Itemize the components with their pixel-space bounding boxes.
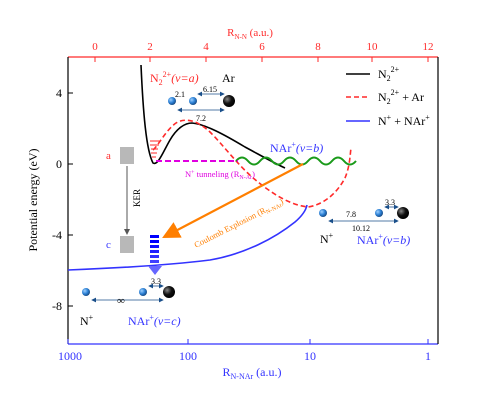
top-axis-label: RN-N (a.u.) (227, 27, 273, 41)
legend-item: N+ + NAr+ (378, 113, 430, 128)
ar-atom (163, 286, 175, 298)
top-tick-label: 4 (203, 41, 209, 53)
n2-state-label: N22+(v=a) (150, 70, 199, 87)
level-a-label: a (106, 150, 111, 162)
infinity-label: ∞ (117, 295, 125, 307)
dist-33-bottom: 3.3 (151, 277, 161, 286)
bottom-tick-label: 10 (304, 349, 316, 363)
dist-78: 7.8 (346, 210, 356, 219)
coulomb-explosion-arrow (162, 163, 304, 239)
coulomb-label: Coulomb Explosion (RN-NAr) (192, 196, 286, 252)
ar-atom (397, 207, 409, 219)
n-plus-label-right: N+ (320, 231, 334, 246)
ker-indicator: KER a c (106, 147, 142, 253)
ar-atom (223, 95, 235, 107)
top-tick-label: 2 (147, 41, 153, 53)
n2-dication-curve (140, 64, 286, 169)
level-line (150, 250, 159, 253)
n2-dication-ar-curve (152, 119, 352, 208)
level-line (150, 245, 159, 248)
top-tick-label: 10 (367, 41, 379, 53)
y-tick-label: -4 (52, 228, 62, 242)
top-tick-label: 0 (92, 41, 98, 53)
y-axis-label: Potential energy (eV) (26, 148, 40, 251)
top-tick-label: 6 (259, 41, 265, 53)
n-plus-label-bottom: N+ (80, 313, 94, 328)
nar-vb-wave (235, 156, 357, 166)
nar-vc-label: NAr+(v=c) (128, 313, 181, 328)
down-arrow-icon (148, 266, 162, 275)
legend: N22+ N22+ + Ar N+ + NAr+ (346, 65, 430, 128)
n-atom (375, 209, 383, 217)
y-tick-label: 0 (56, 157, 62, 171)
n-plus-nar-curve (67, 204, 308, 271)
vibrational-levels (150, 140, 160, 158)
n-atom (168, 97, 176, 105)
dist-615: 6.15 (203, 85, 217, 94)
ar-label: Ar (222, 71, 235, 85)
nar-vb-label-right: NAr+(v=b) (357, 232, 410, 247)
bottom-axis-label: RN-NAr (a.u.) (222, 365, 281, 381)
y-tick-label: 4 (56, 86, 62, 100)
ker-label: KER (132, 189, 142, 207)
plot-frame (67, 56, 439, 345)
dist-72: 7.2 (196, 114, 206, 123)
dist-33-right: 3.3 (385, 198, 395, 207)
level-c-box (120, 236, 134, 253)
ker-arrow-head (124, 229, 130, 235)
top-axis: 0 2 4 6 8 10 12 RN-N (a.u.) (92, 27, 434, 62)
level-a-box (120, 147, 134, 164)
level-line (150, 260, 159, 263)
legend-item: N22+ + Ar (378, 88, 424, 106)
level-c-label: c (106, 239, 111, 251)
bottom-tick-label: 100 (179, 349, 197, 363)
level-line (150, 235, 159, 238)
legend-item: N22+ (378, 65, 400, 83)
nar-vb-label: NAr+(v=b) (270, 140, 323, 155)
dist-1012: 10.12 (352, 224, 370, 233)
n-atom (189, 97, 197, 105)
tunneling-label: N+ tunneling (RN-Ar) (185, 169, 255, 181)
y-tick-label: -8 (52, 299, 62, 313)
nar-vc-levels (148, 235, 162, 275)
top-tick-label: 8 (315, 41, 321, 53)
n2-ar-molecule: 2.1 6.15 7.2 (168, 85, 235, 123)
level-line (150, 255, 159, 258)
n-atom (82, 288, 90, 296)
level-line (150, 240, 159, 243)
n-nar-molecule-bottom: 3.3 ∞ N+ NAr+(v=c) (80, 277, 181, 328)
bottom-tick-label: 1 (425, 349, 431, 363)
bottom-axis: 1000 100 10 1 RN-NAr (a.u.) (58, 339, 431, 381)
bottom-tick-label: 1000 (58, 349, 82, 363)
curves (67, 64, 357, 271)
left-axis: 4 0 -4 -8 Potential energy (eV) (26, 86, 73, 313)
dist-21: 2.1 (175, 90, 185, 99)
n-nar-molecule-right: 3.3 7.8 10.12 N+ NAr+(v=b) (319, 198, 410, 247)
top-tick-label: 12 (423, 41, 434, 53)
n-atom (139, 288, 147, 296)
n-atom (319, 209, 327, 217)
